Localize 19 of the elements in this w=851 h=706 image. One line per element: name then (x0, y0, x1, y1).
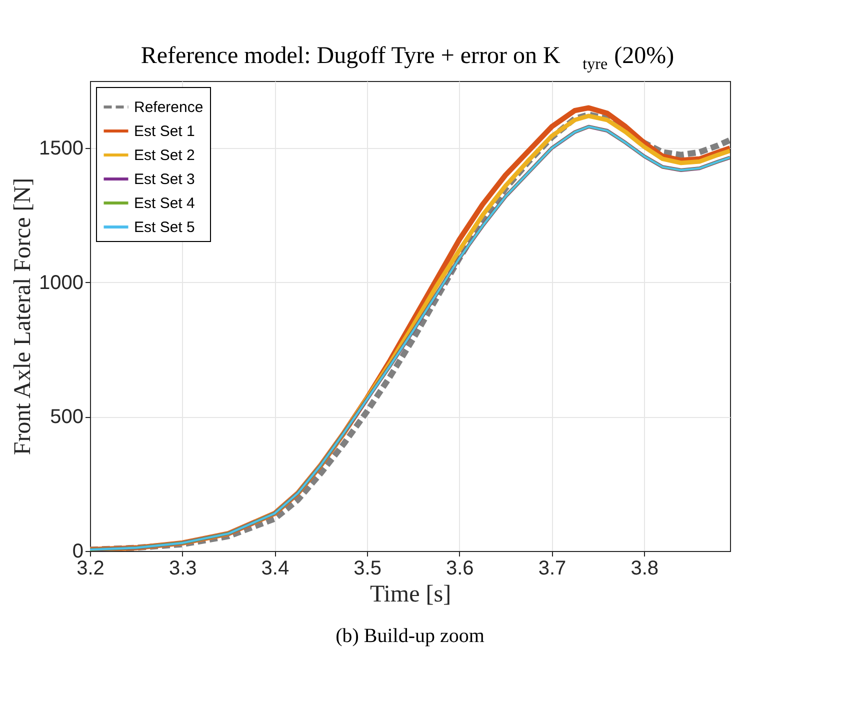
x-tick-label: 3.6 (446, 558, 474, 580)
x-tick-label: 3.4 (261, 558, 290, 580)
y-tick-label: 1000 (39, 272, 84, 294)
y-axis-title: Front Axle Lateral Force [N] (10, 178, 36, 456)
legend-label: Est Set 3 (134, 171, 195, 188)
x-tick-label: 3.8 (630, 558, 659, 580)
x-tick-label: 3.2 (76, 558, 104, 580)
x-tick-label: 3.5 (354, 558, 382, 580)
legend-label: Est Set 1 (134, 123, 195, 140)
y-tick-label: 500 (50, 406, 84, 428)
legend-label: Est Set 4 (134, 195, 195, 212)
text: (b) Build-up zoom (336, 625, 485, 647)
legend-label: Est Set 5 (134, 219, 195, 236)
x-axis-title: Time [s] (370, 582, 452, 608)
x-tick-label: 3.7 (538, 558, 566, 580)
y-tick-label: 1500 (39, 138, 84, 160)
x-tick-label: 3.3 (168, 558, 197, 580)
legend-label: Reference (134, 99, 204, 116)
legend-label: Est Set 2 (134, 147, 195, 164)
